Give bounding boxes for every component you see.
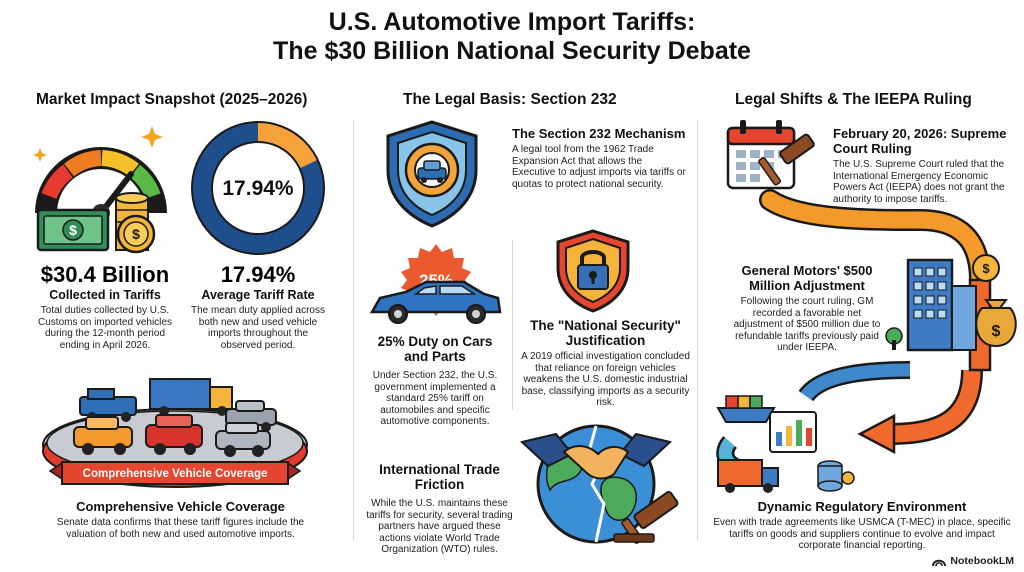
left-section-heading: Market Impact Snapshot (2025–2026) (36, 91, 308, 108)
stat-average-rate: 17.94% Average Tariff Rate The mean duty… (190, 262, 326, 351)
car-red-icon (145, 414, 203, 455)
friction-desc: While the U.S. maintains these tariffs f… (366, 498, 513, 555)
duty-heading: 25% Duty on Cars and Parts (377, 334, 493, 364)
dynamic-block: Dynamic Regulatory Environment Even with… (712, 499, 1012, 552)
stat-average-desc: The mean duty applied across both new an… (191, 305, 325, 351)
security-heading: The "National Security" Justification (530, 318, 681, 348)
database-icon (817, 460, 855, 492)
svg-text:$: $ (992, 323, 1001, 340)
coverage-banner: Comprehensive Vehicle Coverage (83, 468, 268, 480)
svg-text:$: $ (982, 261, 990, 276)
logistics-illustration (716, 395, 855, 493)
duty-badge-car-illustration: 25% (369, 244, 502, 324)
donut-label: 17.94% (222, 177, 294, 200)
brand-label: NotebookLM (950, 555, 1014, 567)
security-block: The "National Security" Justification A … (518, 318, 693, 409)
coin-stack-icon: $ (115, 192, 156, 254)
section-232-desc: A legal tool from the 1962 Trade Expansi… (512, 144, 686, 190)
coverage-desc: Senate data confirms that these tariff f… (56, 517, 305, 540)
coverage-block: Comprehensive Vehicle Coverage Senate da… (18, 499, 343, 540)
title-line-2: The $30 Billion National Security Debate (273, 37, 751, 65)
security-desc: A 2019 official investigation concluded … (521, 351, 690, 408)
coverage-heading: Comprehensive Vehicle Coverage (76, 499, 285, 514)
duty-block: 25% Duty on Cars and Parts Under Section… (365, 334, 505, 428)
gm-block: General Motors' $500 Million Adjustment … (722, 263, 892, 354)
car-orange-icon (73, 416, 133, 455)
stat-collected-label: Collected in Tariffs (49, 288, 161, 302)
car-silver-icon (215, 422, 271, 457)
truck-icon (149, 378, 233, 416)
ruling-block: February 20, 2026: Supreme Court Ruling … (833, 126, 1013, 205)
sedan-icon (369, 280, 502, 324)
handshake-icon (519, 432, 673, 480)
gavel-icon (613, 491, 679, 544)
divider-left (353, 120, 354, 540)
section-232-heading: The Section 232 Mechanism (512, 126, 686, 141)
sparkle-icon (33, 126, 163, 162)
svg-text:$: $ (69, 222, 77, 238)
globe-handshake-illustration (519, 424, 679, 544)
shield-gear-icon (386, 120, 478, 228)
ruling-heading: February 20, 2026: Supreme Court Ruling (833, 126, 1007, 156)
notebook-logo-icon (932, 559, 947, 567)
page-title: U.S. Automotive Import Tariffs: The $30 … (0, 8, 1024, 66)
stat-average-label: Average Tariff Rate (201, 288, 315, 302)
cash-stack-icon: $ (36, 208, 110, 252)
stat-collected-value: $30.4 Billion (40, 262, 170, 287)
money-bag-icon: $ $ (972, 254, 1017, 348)
gauge-icon (35, 147, 167, 222)
dynamic-desc: Even with trade agreements like USMCA (T… (713, 517, 1011, 551)
stat-average-value: 17.94% (220, 262, 296, 287)
car-lot-illustration: Comprehensive Vehicle Coverage (42, 378, 308, 488)
right-section-heading: Legal Shifts & The IEEPA Ruling (735, 91, 972, 108)
gm-desc: Following the court ruling, GM recorded … (733, 296, 881, 353)
friction-heading: International Trade Friction (379, 462, 500, 492)
divider-middle (512, 240, 513, 410)
middle-section-heading: The Legal Basis: Section 232 (403, 91, 617, 108)
ruling-desc: The U.S. Supreme Court ruled that the In… (833, 159, 1005, 205)
divider-right (697, 120, 698, 540)
svg-text:$: $ (132, 226, 140, 242)
ship-icon (716, 395, 776, 423)
calendar-gavel-icon (726, 120, 815, 190)
section-232-block: The Section 232 Mechanism A legal tool f… (512, 126, 687, 190)
building-money-icon: $ $ (885, 254, 1017, 352)
tariff-rate-donut: 17.94% (191, 121, 325, 255)
donut-highlight-arc (192, 122, 324, 254)
truck-container-icon (717, 459, 779, 493)
padlock-shield-icon (556, 229, 630, 313)
report-chart-icon (769, 411, 817, 453)
brand-footer: NotebookLM (932, 555, 1014, 567)
dynamic-heading: Dynamic Regulatory Environment (757, 499, 967, 514)
gauge-money-illustration: $ $ (33, 126, 167, 254)
stat-collected: $30.4 Billion Collected in Tariffs Total… (20, 262, 190, 351)
friction-block: International Trade Friction While the U… (362, 462, 517, 556)
duty-desc: Under Section 232, the U.S. government i… (372, 370, 498, 427)
gm-heading: General Motors' $500 Million Adjustment (741, 263, 873, 293)
stat-collected-desc: Total duties collected by U.S. Customs o… (38, 305, 172, 351)
title-line-1: U.S. Automotive Import Tariffs: (328, 8, 696, 36)
